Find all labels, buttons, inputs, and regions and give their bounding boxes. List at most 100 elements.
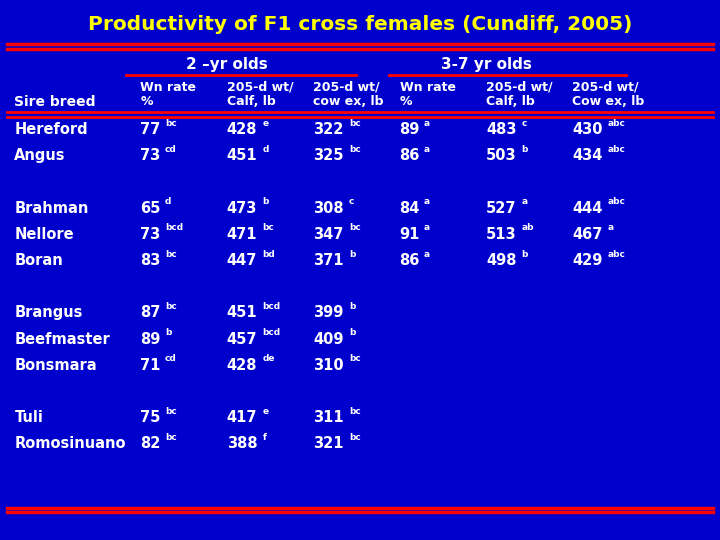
Text: Hereford: Hereford <box>14 122 88 137</box>
Text: 451: 451 <box>227 306 258 320</box>
Text: %: % <box>400 95 412 108</box>
Text: 388: 388 <box>227 436 258 451</box>
Text: e: e <box>262 407 269 416</box>
Text: Cow ex, lb: Cow ex, lb <box>572 95 644 108</box>
Text: 428: 428 <box>227 358 257 373</box>
Text: 371: 371 <box>313 253 343 268</box>
Text: 498: 498 <box>486 253 516 268</box>
Text: c: c <box>348 197 354 206</box>
Text: bc: bc <box>262 224 274 232</box>
Text: c: c <box>521 119 527 127</box>
Text: abc: abc <box>608 249 626 259</box>
Text: abc: abc <box>608 119 626 127</box>
Text: bc: bc <box>348 354 361 363</box>
Text: 310: 310 <box>313 358 344 373</box>
Text: 347: 347 <box>313 227 343 242</box>
Text: cd: cd <box>165 354 176 363</box>
Text: 430: 430 <box>572 122 603 137</box>
Text: 444: 444 <box>572 201 603 215</box>
Text: 65: 65 <box>140 201 161 215</box>
Text: 75: 75 <box>140 410 161 425</box>
Text: Bonsmara: Bonsmara <box>14 358 97 373</box>
Text: 89: 89 <box>400 122 420 137</box>
Text: b: b <box>348 302 355 311</box>
Text: 483: 483 <box>486 122 516 137</box>
Text: Calf, lb: Calf, lb <box>486 95 535 108</box>
Text: 77: 77 <box>140 122 161 137</box>
Text: bc: bc <box>165 302 176 311</box>
Text: bc: bc <box>348 224 361 232</box>
Text: a: a <box>521 197 528 206</box>
Text: a: a <box>424 197 431 206</box>
Text: b: b <box>521 249 528 259</box>
Text: e: e <box>262 119 269 127</box>
Text: 399: 399 <box>313 306 343 320</box>
Text: b: b <box>348 328 355 337</box>
Text: 321: 321 <box>313 436 343 451</box>
Text: 322: 322 <box>313 122 343 137</box>
Text: 457: 457 <box>227 332 257 347</box>
Text: 434: 434 <box>572 148 603 163</box>
Text: 325: 325 <box>313 148 343 163</box>
Text: Tuli: Tuli <box>14 410 43 425</box>
Text: 73: 73 <box>140 148 161 163</box>
Text: Wn rate: Wn rate <box>400 81 456 94</box>
Text: b: b <box>262 197 269 206</box>
Text: de: de <box>262 354 275 363</box>
Text: 84: 84 <box>400 201 420 215</box>
Text: bd: bd <box>262 249 275 259</box>
Text: cd: cd <box>165 145 176 154</box>
Text: b: b <box>348 249 355 259</box>
Text: 86: 86 <box>400 148 420 163</box>
Text: 467: 467 <box>572 227 603 242</box>
Text: 205-d wt/: 205-d wt/ <box>486 81 553 94</box>
Text: bc: bc <box>348 433 361 442</box>
Text: abc: abc <box>608 197 626 206</box>
Text: Brangus: Brangus <box>14 306 83 320</box>
Text: 71: 71 <box>140 358 161 373</box>
Text: ab: ab <box>521 224 534 232</box>
Text: abc: abc <box>608 145 626 154</box>
Text: 205-d wt/: 205-d wt/ <box>313 81 380 94</box>
Text: a: a <box>424 145 431 154</box>
Text: 471: 471 <box>227 227 257 242</box>
Text: bc: bc <box>165 119 176 127</box>
Text: b: b <box>521 145 528 154</box>
Text: 83: 83 <box>140 253 161 268</box>
Text: 409: 409 <box>313 332 343 347</box>
Text: Wn rate: Wn rate <box>140 81 197 94</box>
Text: a: a <box>608 224 614 232</box>
Text: 73: 73 <box>140 227 161 242</box>
Text: Calf, lb: Calf, lb <box>227 95 276 108</box>
Text: 428: 428 <box>227 122 257 137</box>
Text: bc: bc <box>348 119 361 127</box>
Text: b: b <box>165 328 171 337</box>
Text: a: a <box>424 119 431 127</box>
Text: bc: bc <box>348 145 361 154</box>
Text: Nellore: Nellore <box>14 227 74 242</box>
Text: 2 –yr olds: 2 –yr olds <box>186 57 268 72</box>
Text: 308: 308 <box>313 201 344 215</box>
Text: 3-7 yr olds: 3-7 yr olds <box>441 57 531 72</box>
Text: bc: bc <box>165 433 176 442</box>
Text: bc: bc <box>165 407 176 416</box>
Text: Brahman: Brahman <box>14 201 89 215</box>
Text: bcd: bcd <box>165 224 183 232</box>
Text: 503: 503 <box>486 148 517 163</box>
Text: d: d <box>262 145 269 154</box>
Text: 82: 82 <box>140 436 161 451</box>
Text: a: a <box>424 224 431 232</box>
Text: 473: 473 <box>227 201 257 215</box>
Text: 205-d wt/: 205-d wt/ <box>227 81 294 94</box>
Text: 429: 429 <box>572 253 603 268</box>
Text: bcd: bcd <box>262 302 281 311</box>
Text: 417: 417 <box>227 410 257 425</box>
Text: Sire breed: Sire breed <box>14 94 96 109</box>
Text: cow ex, lb: cow ex, lb <box>313 95 384 108</box>
Text: 513: 513 <box>486 227 517 242</box>
Text: 87: 87 <box>140 306 161 320</box>
Text: 205-d wt/: 205-d wt/ <box>572 81 639 94</box>
Text: %: % <box>140 95 153 108</box>
Text: 447: 447 <box>227 253 257 268</box>
Text: 91: 91 <box>400 227 420 242</box>
